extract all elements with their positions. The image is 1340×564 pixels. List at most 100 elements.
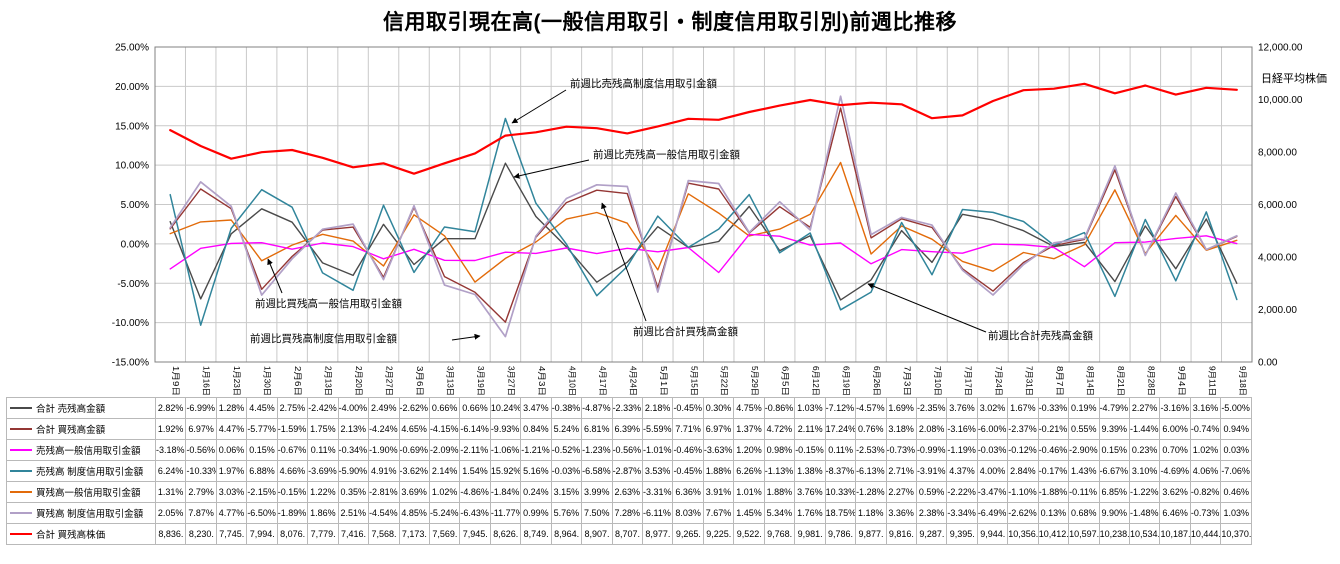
- table-row-label: 買残高 制度信用取引金額: [6, 502, 156, 524]
- svg-text:1月30日: 1月30日: [263, 366, 272, 396]
- table-cell: -4.15%: [428, 418, 461, 440]
- table-cell: -7.12%: [824, 397, 857, 419]
- table-cell: 0.46%: [1220, 481, 1252, 503]
- table-cell: 7,745.: [215, 523, 248, 545]
- table-cell: 8,626.: [489, 523, 522, 545]
- table-cell: -5.59%: [641, 418, 674, 440]
- svg-text:2月20日: 2月20日: [354, 366, 363, 396]
- table-cell: 2.08%: [915, 418, 948, 440]
- table-cell: 4.72%: [763, 418, 796, 440]
- svg-text:8月21日: 8月21日: [1116, 366, 1125, 396]
- table-cell: -1.84%: [489, 481, 522, 503]
- table-cell: 3.53%: [641, 460, 674, 482]
- table-cell: 1.38%: [794, 460, 826, 482]
- table-row: 合計 売残高金額 2.82% -6.99% 1.28% 4.45% 2.75% -2.42%…: [6, 397, 1252, 419]
- table-cell: 9,225.: [702, 523, 735, 545]
- plot-border: [154, 46, 1253, 363]
- table-cell: 2.79%: [185, 481, 217, 503]
- annotation-buy-general: 前週比買残高一般信用取引金額: [255, 298, 402, 310]
- table-cell: 5.24%: [550, 418, 583, 440]
- table-cell: -6.67%: [1098, 460, 1131, 482]
- chart-title: 信用取引現在高(一般信用取引・制度信用取引別)前週比推移: [383, 11, 957, 34]
- svg-text:25.00%: 25.00%: [115, 43, 149, 54]
- table-cell: 0.11%: [307, 439, 339, 461]
- table-cell: -3.62%: [398, 460, 430, 482]
- table-cell: 10,238.: [1098, 523, 1131, 545]
- table-row-label: 買残高一般信用取引金額: [6, 481, 156, 503]
- svg-text:5月22日: 5月22日: [720, 366, 729, 396]
- table-cell: 10,187.: [1159, 523, 1191, 545]
- table-cell: 7.71%: [672, 418, 704, 440]
- table-cell: 3.76%: [946, 397, 978, 419]
- table-cell: 9.90%: [1098, 502, 1131, 524]
- table-cell: -2.42%: [307, 397, 339, 419]
- table-cell: -4.57%: [855, 397, 887, 419]
- table-cell: -0.52%: [550, 439, 583, 461]
- svg-text:-10.00%: -10.00%: [112, 318, 149, 329]
- table-cell: 0.15%: [1098, 439, 1131, 461]
- table-cell: 0.15%: [246, 439, 278, 461]
- table-cell: 0.23%: [1128, 439, 1161, 461]
- table-cell: -0.38%: [550, 397, 583, 419]
- table-cell: 9,522.: [733, 523, 765, 545]
- gridlines: [154, 46, 1253, 363]
- table-cell: 0.66%: [459, 397, 491, 419]
- svg-text:3月27日: 3月27日: [506, 366, 515, 396]
- table-cell: 1.22%: [307, 481, 339, 503]
- table-cell: 9,395.: [946, 523, 978, 545]
- svg-text:4月10日: 4月10日: [567, 366, 576, 396]
- table-cell: 7.50%: [581, 502, 613, 524]
- series-name: 売残高 制度信用取引金額: [36, 467, 144, 478]
- table-cell: 0.03%: [1220, 439, 1252, 461]
- table-cell: 2.05%: [154, 502, 187, 524]
- table-cell: -2.11%: [459, 439, 491, 461]
- table-cell: 6.39%: [611, 418, 644, 440]
- svg-text:6,000.00: 6,000.00: [1258, 200, 1297, 211]
- table-cell: 2.38%: [915, 502, 948, 524]
- svg-text:1月23日: 1月23日: [232, 366, 241, 396]
- svg-text:9月11日: 9月11日: [1207, 366, 1216, 396]
- table-cell: 10.24%: [489, 397, 522, 419]
- table-cell: -2.87%: [611, 460, 644, 482]
- table-cell: 1.97%: [215, 460, 248, 482]
- legend-line-swatch: [10, 511, 32, 514]
- series-name: 合計 買残高株価: [36, 530, 106, 541]
- annotation-arrows: [267, 89, 987, 341]
- table-cell: 2.14%: [428, 460, 461, 482]
- table-cell: 1.18%: [855, 502, 887, 524]
- table-cell: 1.86%: [307, 502, 339, 524]
- table-cell: -2.90%: [1068, 439, 1100, 461]
- table-cell: 9,287.: [915, 523, 948, 545]
- table-cell: 10,444.: [1189, 523, 1222, 545]
- legend-line-swatch: [10, 469, 32, 472]
- series-line-5: [169, 95, 1238, 338]
- table-cell: -4.54%: [368, 502, 400, 524]
- table-cell: 1.03%: [794, 397, 826, 419]
- table-cell: 6.24%: [154, 460, 187, 482]
- table-cell: 2.71%: [885, 460, 917, 482]
- svg-text:8月28日: 8月28日: [1146, 366, 1155, 396]
- series-line-3: [169, 117, 1238, 326]
- table-cell: 1.75%: [307, 418, 339, 440]
- series-name: 買残高 制度信用取引金額: [36, 509, 144, 520]
- table-cell: 1.67%: [1007, 397, 1039, 419]
- table-cell: -0.33%: [1037, 397, 1070, 419]
- table-cell: 3.03%: [215, 481, 248, 503]
- table-cell: 8,836.: [154, 523, 187, 545]
- table-cell: 2.27%: [885, 481, 917, 503]
- table-cell: -1.21%: [520, 439, 552, 461]
- table-cell: 7,173.: [398, 523, 430, 545]
- svg-text:7月17日: 7月17日: [964, 366, 973, 396]
- table-cell: -3.16%: [946, 418, 978, 440]
- table-cell: -0.21%: [1037, 418, 1070, 440]
- table-row: 買残高 制度信用取引金額 2.05% 7.87% 4.77% -6.50% -1.89% 1…: [6, 502, 1252, 524]
- table-cell: 3.16%: [1189, 397, 1222, 419]
- table-cell: -11.77%: [489, 502, 522, 524]
- table-cell: -0.03%: [976, 439, 1009, 461]
- table-row-label: 合計 買残高株価: [6, 523, 156, 545]
- svg-text:2,000.00: 2,000.00: [1258, 305, 1297, 316]
- table-cell: -4.00%: [337, 397, 370, 419]
- table-cell: -0.82%: [1189, 481, 1222, 503]
- table-cell: -5.90%: [337, 460, 370, 482]
- table-cell: 1.02%: [1189, 439, 1222, 461]
